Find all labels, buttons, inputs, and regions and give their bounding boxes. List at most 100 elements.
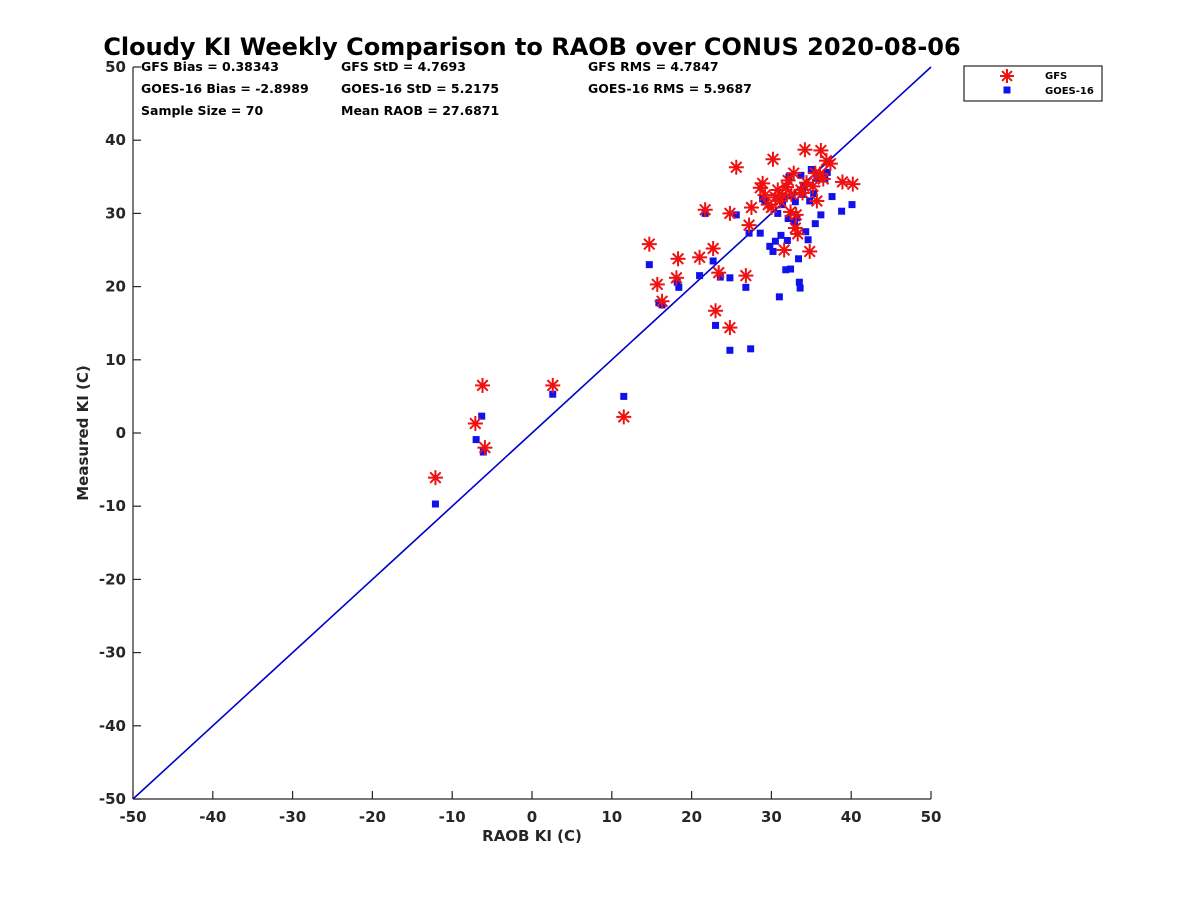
goes16-point — [797, 171, 805, 179]
legend-gfs-marker — [1000, 69, 1014, 83]
goes16-point — [787, 265, 795, 273]
gfs-point — [697, 202, 713, 218]
x-tick-label: -50 — [119, 808, 146, 826]
mean-raob-stat: Mean RAOB = 27.6871 — [341, 103, 499, 118]
chart-title: Cloudy KI Weekly Comparison to RAOB over… — [103, 33, 960, 61]
goes16-point — [783, 236, 791, 244]
x-tick-label: -20 — [359, 808, 386, 826]
y-tick-label: 10 — [105, 351, 126, 369]
gfs-point — [743, 200, 759, 216]
goes16-rms-stat: GOES-16 RMS = 5.9687 — [588, 81, 752, 96]
gfs-point — [467, 415, 483, 431]
gfs-point — [815, 171, 831, 187]
gfs-point — [616, 409, 632, 425]
goes16-point — [747, 345, 755, 353]
gfs-point — [802, 243, 818, 259]
goes16-point — [817, 211, 825, 219]
goes16-point — [675, 283, 683, 291]
goes16-point — [726, 274, 734, 282]
goes16-point — [771, 237, 779, 245]
gfs-point — [722, 205, 738, 221]
goes16-point — [431, 500, 439, 508]
gfs-point — [797, 142, 813, 158]
gfs-point — [805, 178, 821, 194]
goes16-point — [848, 201, 856, 209]
goes16-point — [802, 228, 810, 236]
y-tick-label: 50 — [105, 58, 126, 76]
y-tick-label: 0 — [116, 424, 126, 442]
gfs-point — [654, 293, 670, 309]
gfs-point — [755, 175, 771, 191]
goes16-point — [709, 257, 717, 265]
gfs-point — [711, 265, 727, 281]
goes16-point — [777, 231, 785, 239]
gfs-point — [705, 241, 721, 257]
goes16-point — [784, 215, 792, 223]
gfs-point — [822, 156, 838, 172]
legend-gfs-symbol — [1000, 69, 1014, 83]
gfs-rms-stat: GFS RMS = 4.7847 — [588, 59, 719, 74]
legend: GFS GOES-16 — [963, 65, 1103, 102]
goes16-point — [712, 321, 720, 329]
goes16-point — [472, 436, 480, 444]
goes16-point — [774, 209, 782, 217]
y-tick-label: -30 — [99, 644, 126, 662]
legend-goes16-label: GOES-16 — [1045, 86, 1094, 97]
goes16-point — [742, 283, 750, 291]
goes16-point — [795, 278, 803, 286]
goes16-point — [775, 293, 783, 301]
x-tick-label: 20 — [681, 808, 702, 826]
goes16-point — [769, 247, 777, 255]
y-tick-label: -50 — [99, 790, 126, 808]
goes16-point — [823, 168, 831, 176]
goes16-point — [828, 193, 836, 201]
gfs-point — [722, 320, 738, 336]
goes16-point — [716, 273, 724, 281]
legend-goes16-marker — [1003, 86, 1011, 94]
gfs-point — [786, 165, 802, 181]
x-tick-label: -30 — [279, 808, 306, 826]
gfs-point — [670, 251, 686, 267]
goes16-point — [696, 272, 704, 280]
goes16-point — [838, 207, 846, 215]
gfs-point — [728, 159, 744, 175]
x-tick-label: 30 — [761, 808, 782, 826]
y-tick-label: 20 — [105, 278, 126, 296]
y-tick-label: 30 — [105, 204, 126, 222]
gfs-point — [788, 207, 804, 223]
gfs-std-stat: GFS StD = 4.7693 — [341, 59, 466, 74]
data-markers — [427, 142, 861, 508]
goes16-point — [780, 195, 788, 203]
y-tick-label: -10 — [99, 497, 126, 515]
goes16-point — [756, 229, 764, 237]
y-tick-label: 40 — [105, 131, 126, 149]
stats-block: GFS Bias = 0.38343 GFS StD = 4.7693 GFS … — [141, 59, 752, 118]
goes16-bias-stat: GOES-16 Bias = -2.8989 — [141, 81, 309, 96]
gfs-point — [641, 236, 657, 252]
gfs-point — [692, 249, 708, 265]
gfs-point — [776, 242, 792, 258]
gfs-bias-stat: GFS Bias = 0.38343 — [141, 59, 279, 74]
goes16-point — [549, 390, 557, 398]
goes16-std-stat: GOES-16 StD = 5.2175 — [341, 81, 499, 96]
legend-goes16-symbol — [1003, 86, 1011, 94]
goes16-point — [478, 412, 486, 420]
goes16-point — [645, 261, 653, 269]
gfs-point — [741, 217, 757, 233]
gfs-point — [790, 226, 806, 242]
gfs-point — [668, 270, 684, 286]
y-axis-label: Measured KI (C) — [74, 365, 92, 501]
y-tick-label: -40 — [99, 717, 126, 735]
goes16-point — [726, 346, 734, 354]
gfs-point — [809, 193, 825, 209]
x-axis-label: RAOB KI (C) — [482, 827, 582, 845]
x-tick-label: -40 — [199, 808, 226, 826]
legend-box — [963, 65, 1103, 102]
x-tick-label: 10 — [601, 808, 622, 826]
goes16-point — [791, 198, 799, 206]
x-tick-label: -10 — [439, 808, 466, 826]
gfs-point — [738, 268, 754, 284]
goes16-point — [620, 392, 628, 400]
gfs-point — [427, 470, 443, 486]
